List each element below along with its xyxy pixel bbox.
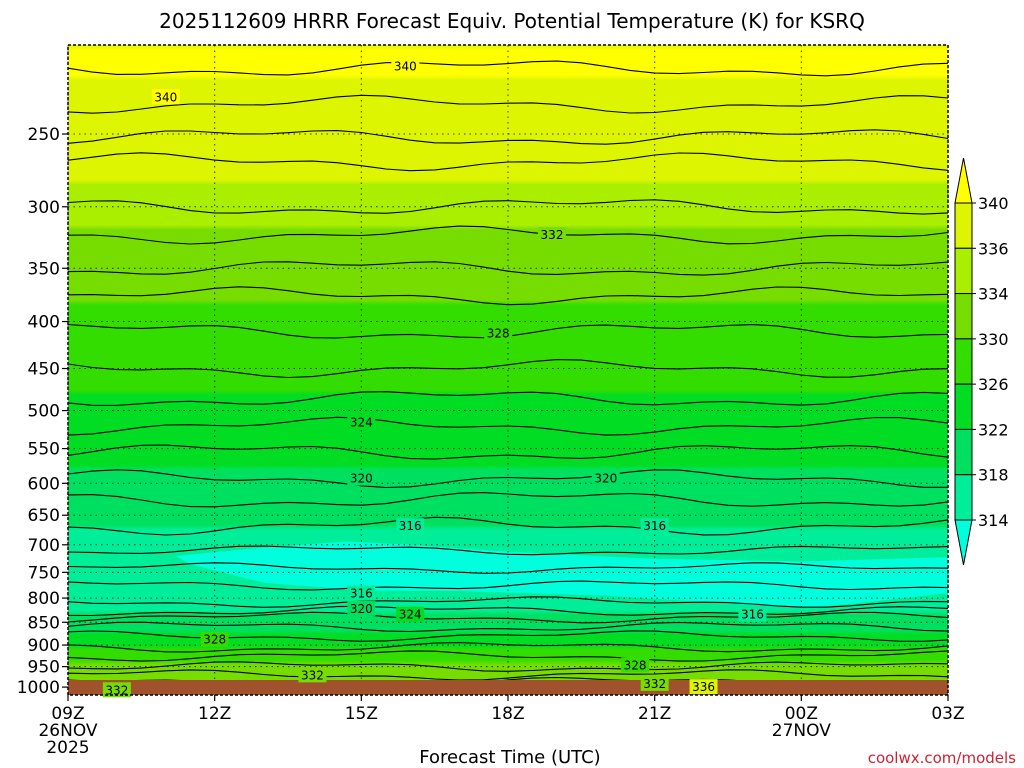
contour-label-bg bbox=[200, 631, 229, 647]
y-tick-label: 800 bbox=[28, 589, 60, 609]
contour-label-bg bbox=[151, 89, 180, 105]
colorbar-top-arrow bbox=[954, 157, 973, 204]
y-tick-label: 600 bbox=[28, 474, 60, 494]
y-tick-label: 750 bbox=[28, 563, 60, 583]
contour-label: 340 bbox=[394, 59, 417, 73]
contour-label-bg bbox=[689, 679, 718, 695]
y-tick-label: 550 bbox=[28, 440, 60, 460]
credit-text: coolwx.com/models bbox=[868, 749, 1016, 767]
contour-label-bg bbox=[640, 518, 669, 534]
colorbar-label: 340 bbox=[978, 194, 1009, 213]
contour-label: 328 bbox=[624, 658, 647, 672]
x-tick-date: 27NOV bbox=[772, 721, 831, 741]
y-tick-label: 500 bbox=[28, 402, 60, 422]
y-tick-label: 850 bbox=[28, 613, 60, 633]
contour-label-bg bbox=[347, 470, 376, 486]
contour-label-bg bbox=[621, 657, 650, 673]
colorbar-label: 318 bbox=[978, 466, 1009, 485]
colorbar-label: 334 bbox=[978, 285, 1009, 304]
contour-label-bg bbox=[391, 58, 420, 74]
y-tick-label: 900 bbox=[28, 636, 60, 656]
contour-label-bg bbox=[102, 682, 131, 698]
colorbar-label: 326 bbox=[978, 375, 1009, 394]
contour-label: 332 bbox=[541, 228, 564, 242]
contour-label: 332 bbox=[643, 677, 666, 691]
contour-label-bg bbox=[347, 600, 376, 616]
contour-line bbox=[68, 580, 948, 591]
contour-line bbox=[68, 444, 948, 460]
colorbar-segment bbox=[954, 474, 973, 521]
contour-label: 324 bbox=[350, 415, 373, 429]
colorbar-segment bbox=[954, 293, 973, 340]
contour-label-bg bbox=[298, 667, 327, 683]
chart-title: 2025112609 HRRR Forecast Equiv. Potentia… bbox=[159, 9, 865, 33]
contour-label: 316 bbox=[643, 519, 666, 533]
contour-line bbox=[68, 60, 948, 77]
y-axis: 250 300 350 400 450 500 550 600 650 700 750 800 850 9… bbox=[17, 125, 68, 698]
colorbar-segment bbox=[954, 202, 973, 249]
colorbar-segment bbox=[954, 428, 973, 476]
x-tick-date: 26NOV bbox=[38, 721, 97, 741]
colorbar-segment bbox=[954, 247, 973, 295]
contour-label: 320 bbox=[350, 472, 373, 486]
colorbar-label: 322 bbox=[978, 420, 1009, 439]
cyan-pool-fill bbox=[175, 541, 948, 608]
x-axis-label: Forecast Time (UTC) bbox=[419, 747, 600, 768]
colorbar-segment bbox=[954, 338, 973, 385]
contour-label: 336 bbox=[692, 680, 715, 694]
contour-label: 316 bbox=[399, 519, 422, 533]
y-tick-label: 350 bbox=[28, 259, 60, 279]
x-tick-year: 2025 bbox=[46, 738, 89, 758]
x-tick-label: 18Z bbox=[491, 704, 524, 724]
y-tick-label: 700 bbox=[28, 536, 60, 556]
contour-label: 316 bbox=[741, 608, 764, 622]
contour-label-bg bbox=[396, 518, 425, 534]
y-tick-label: 650 bbox=[28, 506, 60, 526]
y-tick-label: 1000 bbox=[17, 678, 60, 698]
contour-label: 324 bbox=[399, 608, 422, 622]
y-tick-label: 250 bbox=[28, 125, 60, 145]
contour-label-bg bbox=[640, 675, 669, 691]
x-tick-label: 15Z bbox=[345, 704, 378, 724]
contour-label-bg bbox=[591, 470, 620, 486]
y-tick-label: 300 bbox=[28, 198, 60, 218]
contour-label: 328 bbox=[487, 326, 510, 340]
contour-label: 328 bbox=[203, 633, 226, 647]
colorbar-bottom-arrow bbox=[954, 519, 973, 566]
colorbar-segment bbox=[954, 383, 973, 430]
low-theta-e-region bbox=[175, 541, 948, 608]
contour-label: 340 bbox=[154, 90, 177, 104]
colorbar-label: 314 bbox=[978, 511, 1009, 530]
y-tick-label: 950 bbox=[28, 658, 60, 678]
contour-label-bg bbox=[396, 606, 425, 622]
contour-label-bg bbox=[538, 226, 566, 242]
colorbar-label: 336 bbox=[978, 239, 1009, 258]
contour-label: 332 bbox=[105, 683, 128, 697]
x-tick-label: 12Z bbox=[198, 704, 231, 724]
x-tick-label: 21Z bbox=[638, 704, 671, 724]
contour-label-bg bbox=[738, 606, 767, 622]
x-tick-label: 03Z bbox=[931, 704, 964, 724]
colorbar: 314 318 322 326 330 334 336 340 bbox=[954, 157, 1009, 566]
contour-line bbox=[68, 605, 948, 617]
x-tick-label: 00Z bbox=[785, 704, 818, 724]
contour-label: 316 bbox=[350, 587, 373, 601]
contour-label-bg bbox=[347, 414, 376, 430]
ground-surface bbox=[68, 680, 948, 695]
y-tick-label: 400 bbox=[28, 313, 60, 333]
contour-label: 332 bbox=[301, 668, 324, 682]
x-tick-label: 09Z bbox=[51, 704, 84, 724]
contour-line bbox=[68, 492, 948, 508]
contour-label-bg bbox=[347, 585, 376, 601]
contour-label-bg bbox=[484, 325, 513, 341]
contour-label: 320 bbox=[594, 472, 617, 486]
colorbar-label: 330 bbox=[978, 330, 1009, 349]
y-tick-label: 450 bbox=[28, 360, 60, 380]
contour-label: 320 bbox=[350, 602, 373, 616]
